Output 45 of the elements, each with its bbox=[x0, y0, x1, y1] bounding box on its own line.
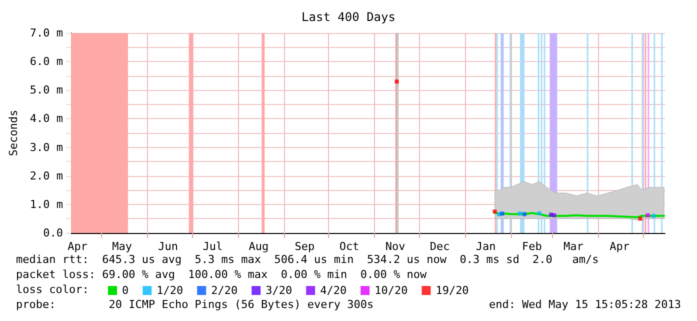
point bbox=[537, 211, 542, 216]
point bbox=[500, 212, 504, 216]
y-axis-title: Seconds bbox=[7, 110, 20, 156]
point bbox=[394, 80, 399, 84]
chart-title: Last 400 Days bbox=[302, 10, 396, 24]
legend-title: loss color: bbox=[16, 283, 89, 296]
legend-label: 1/20 bbox=[156, 284, 184, 297]
legend-label: 2/20 bbox=[211, 284, 238, 297]
legend-label: 10/20 bbox=[374, 284, 408, 297]
x-tick-label: Aug bbox=[248, 240, 269, 253]
x-tick-label: May bbox=[112, 240, 132, 253]
x-tick-label: Sep bbox=[294, 240, 315, 253]
x-tick-label: Apr bbox=[68, 240, 88, 253]
x-tick-label: Apr bbox=[610, 240, 630, 253]
point bbox=[518, 212, 522, 216]
x-tick-label: Mar bbox=[564, 240, 584, 253]
point bbox=[646, 213, 650, 218]
legend-label: 4/20 bbox=[320, 284, 347, 297]
text: packet loss: 69.00 % avg 100.00 % max 0.00 % min 0.00 % now bbox=[16, 268, 427, 281]
legend-label: 0 bbox=[122, 284, 129, 297]
point bbox=[638, 216, 642, 221]
y-tick-label: 2.0 m bbox=[30, 169, 64, 182]
x-tick-label: Jun bbox=[158, 240, 178, 253]
y-tick-label: 5.0 m bbox=[30, 84, 64, 97]
y-tick-label: 7.0 m bbox=[30, 26, 64, 40]
point bbox=[522, 212, 526, 216]
x-tick-label: Dec bbox=[430, 240, 450, 253]
y-tick-label: 3.0 m bbox=[30, 140, 64, 154]
legend-label: 3/20 bbox=[266, 284, 292, 297]
text: probe: 20 ICMP Echo Pings (56 Bytes) every 300s bbox=[16, 298, 374, 311]
legend-label: 19/20 bbox=[436, 284, 469, 297]
y-tick-label: 1.0 m bbox=[30, 198, 64, 211]
x-tick-label: Jan bbox=[476, 240, 496, 253]
y-tick-label: 6.0 m bbox=[30, 55, 64, 68]
x-tick-label: Feb bbox=[522, 240, 542, 253]
text: end: Wed May 15 15:05:28 2013 bbox=[488, 298, 682, 311]
y-tick-label: 4.0 m bbox=[30, 112, 64, 126]
x-tick-label: Jul bbox=[202, 240, 223, 253]
point bbox=[652, 214, 656, 218]
y-tick-label: 0.0 bbox=[43, 226, 64, 240]
x-tick-label: Oct bbox=[339, 240, 360, 253]
text: median rtt: 645.3 us avg 5.3 ms max 506.4 us min 534.2 us now 0.3 ms sd 2.0 am/s bbox=[16, 253, 599, 266]
point bbox=[552, 213, 556, 218]
point bbox=[492, 210, 497, 214]
x-tick-label: Nov bbox=[385, 240, 406, 253]
